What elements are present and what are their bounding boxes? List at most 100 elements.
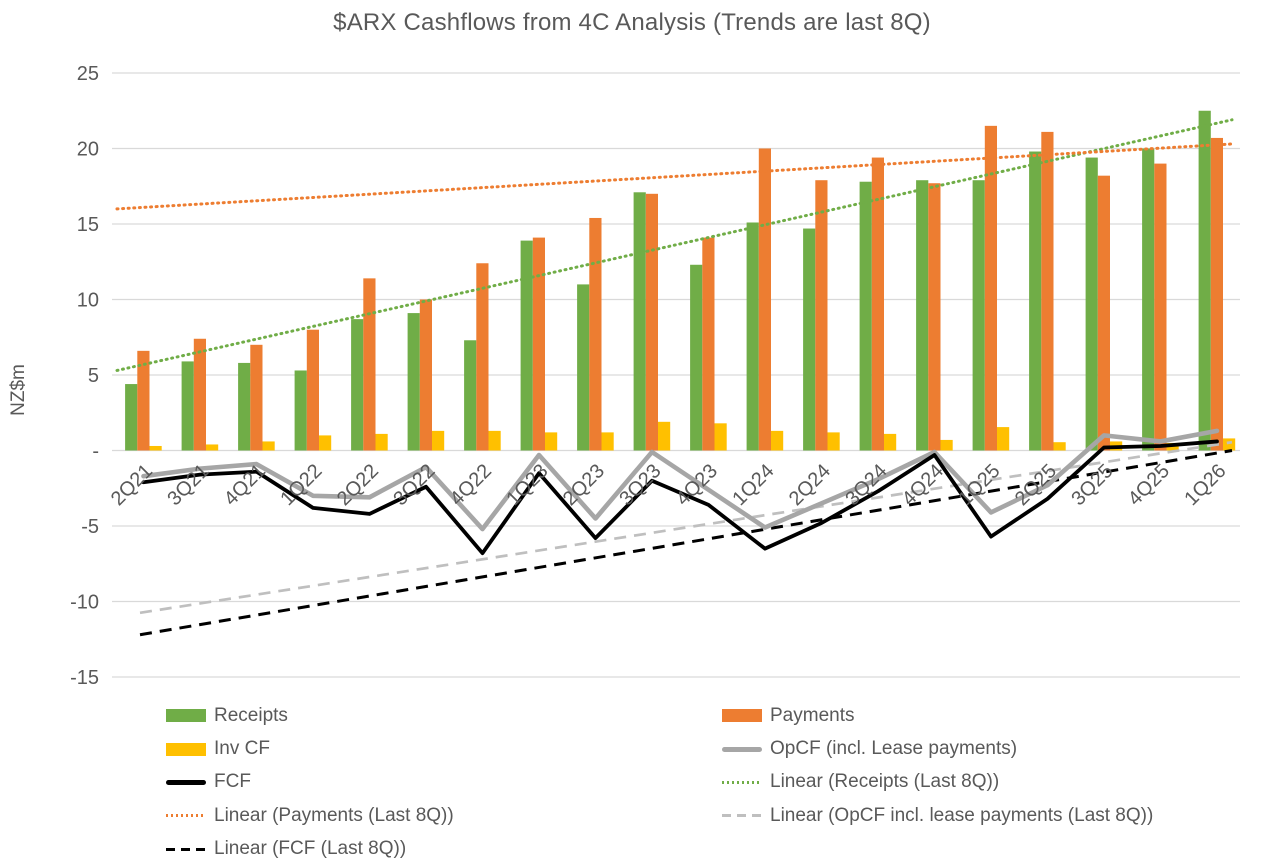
receipts-bar: [294, 370, 307, 451]
y-tick-label: -: [92, 441, 99, 463]
linear-payments-last-8q-trendline: [115, 142, 1234, 211]
linear-opcf-incl-lease-payments-last-8q-trendline: [139, 440, 1233, 615]
chart-legend: Receipts Payments Inv CF OpCF (incl. Lease …: [166, 699, 1153, 866]
receipts-bar: [690, 264, 703, 451]
y-tick-label: 15: [77, 214, 99, 236]
inv-cf-bar: [771, 430, 784, 451]
legend-item-fcf: FCF: [166, 771, 722, 793]
inv-cf-bar: [206, 444, 219, 451]
inv-cf-bar: [262, 441, 275, 451]
chart-title: $ARX Cashflows from 4C Analysis (Trends …: [333, 9, 931, 36]
payments-bar: [419, 299, 432, 451]
legend-label: Linear (Payments (Last 8Q)): [214, 804, 454, 826]
rect-swatch: [166, 742, 206, 756]
dotted-swatch: [166, 814, 206, 818]
payments-bar: [645, 193, 658, 451]
x-tick-label: 1Q26: [1180, 460, 1230, 510]
rect-swatch: [722, 709, 762, 723]
rect-swatch: [166, 709, 206, 723]
y-tick-label: 5: [88, 365, 99, 387]
payments-bar: [928, 183, 941, 451]
payments-bar: [1041, 131, 1054, 451]
y-tick-label: -5: [81, 516, 99, 538]
inv-cf-bar: [319, 435, 332, 451]
inv-cf-bar: [149, 445, 162, 451]
receipts-bar: [1085, 157, 1098, 451]
inv-cf-bar: [601, 432, 614, 451]
line-swatch: [166, 779, 206, 785]
y-axis-tick-labels: 25 20 15 10 5 - -5 -10 -15: [70, 63, 99, 689]
legend-item-inv-cf: Inv CF: [166, 738, 722, 760]
legend-label: Linear (FCF (Last 8Q)): [214, 838, 407, 860]
x-tick-label: 2Q22: [333, 460, 383, 510]
x-tick-label: 1Q24: [728, 460, 778, 510]
y-tick-label: -10: [70, 592, 99, 614]
line-swatch: [722, 746, 762, 752]
receipts-bar: [520, 240, 533, 451]
payments-bar: [250, 344, 263, 451]
payments-bar: [702, 237, 715, 451]
receipts-bar: [1142, 148, 1155, 451]
legend-item-payments: Payments: [722, 705, 1153, 727]
receipts-bar: [464, 340, 477, 451]
inv-cf-bar: [827, 432, 840, 451]
receipts-bar: [746, 222, 759, 451]
payments-bar: [532, 237, 545, 451]
payments-bar: [758, 148, 771, 451]
payments-bar: [476, 263, 489, 451]
receipts-bar: [916, 180, 929, 451]
legend-label: Inv CF: [214, 738, 270, 760]
payments-bar: [137, 350, 150, 451]
receipts-bar: [1198, 110, 1211, 451]
legend-label: Linear (Receipts (Last 8Q)): [770, 771, 1000, 793]
receipts-bars: [125, 110, 1211, 451]
receipts-bar: [407, 313, 420, 451]
opcf-incl-lease-payments-line: [141, 428, 1220, 532]
receipts-bar: [1029, 151, 1042, 451]
x-tick-label: 2Q21: [107, 460, 157, 510]
legend-label: Payments: [770, 704, 855, 726]
y-tick-label: -15: [70, 667, 99, 689]
legend-label: FCF: [214, 771, 251, 793]
y-tick-label: 20: [77, 139, 99, 161]
inv-cf-bar: [1053, 442, 1066, 451]
inv-cf-bar: [940, 439, 953, 451]
legend-item-receipts: Receipts: [166, 705, 722, 727]
receipts-bar: [803, 228, 816, 451]
inv-cf-bar: [658, 421, 671, 451]
legend-label: Receipts: [214, 704, 288, 726]
inv-cf-bar: [884, 433, 897, 451]
inv-cf-bar: [714, 423, 727, 451]
inv-cf-bar: [997, 427, 1010, 451]
inv-cf-bar: [545, 432, 558, 451]
inv-cf-bar: [432, 430, 445, 451]
receipts-bar: [577, 284, 590, 451]
inv-cf-bar: [488, 430, 501, 451]
fcf-line: [141, 439, 1219, 556]
payments-bar: [1210, 137, 1223, 451]
receipts-bar: [238, 362, 251, 451]
payments-bar: [1097, 175, 1110, 451]
linear-receipts-last-8q-trendline: [115, 118, 1234, 372]
payments-bar: [193, 338, 206, 451]
payments-bar: [363, 278, 376, 451]
payments-bar: [871, 157, 884, 451]
legend-label: Linear (OpCF incl. lease payments (Last …: [770, 804, 1154, 826]
dashed-swatch: [722, 814, 762, 818]
legend-item-linear-payments-last-8q: Linear (Payments (Last 8Q)): [166, 805, 722, 827]
receipts-bar: [181, 361, 194, 451]
receipts-bar: [351, 319, 364, 451]
inv-cf-bar: [1223, 438, 1236, 451]
x-tick-label: 4Q22: [446, 460, 496, 510]
y-tick-label: 25: [77, 63, 99, 85]
y-tick-label: 10: [77, 290, 99, 312]
y-axis-title: NZ$m: [8, 364, 29, 416]
dotted-swatch: [722, 780, 762, 784]
payments-bar: [1154, 163, 1167, 451]
payments-bar: [589, 217, 602, 451]
receipts-bar: [633, 192, 646, 451]
x-tick-label: 4Q23: [672, 460, 722, 510]
inv-cf-bar: [375, 433, 388, 451]
